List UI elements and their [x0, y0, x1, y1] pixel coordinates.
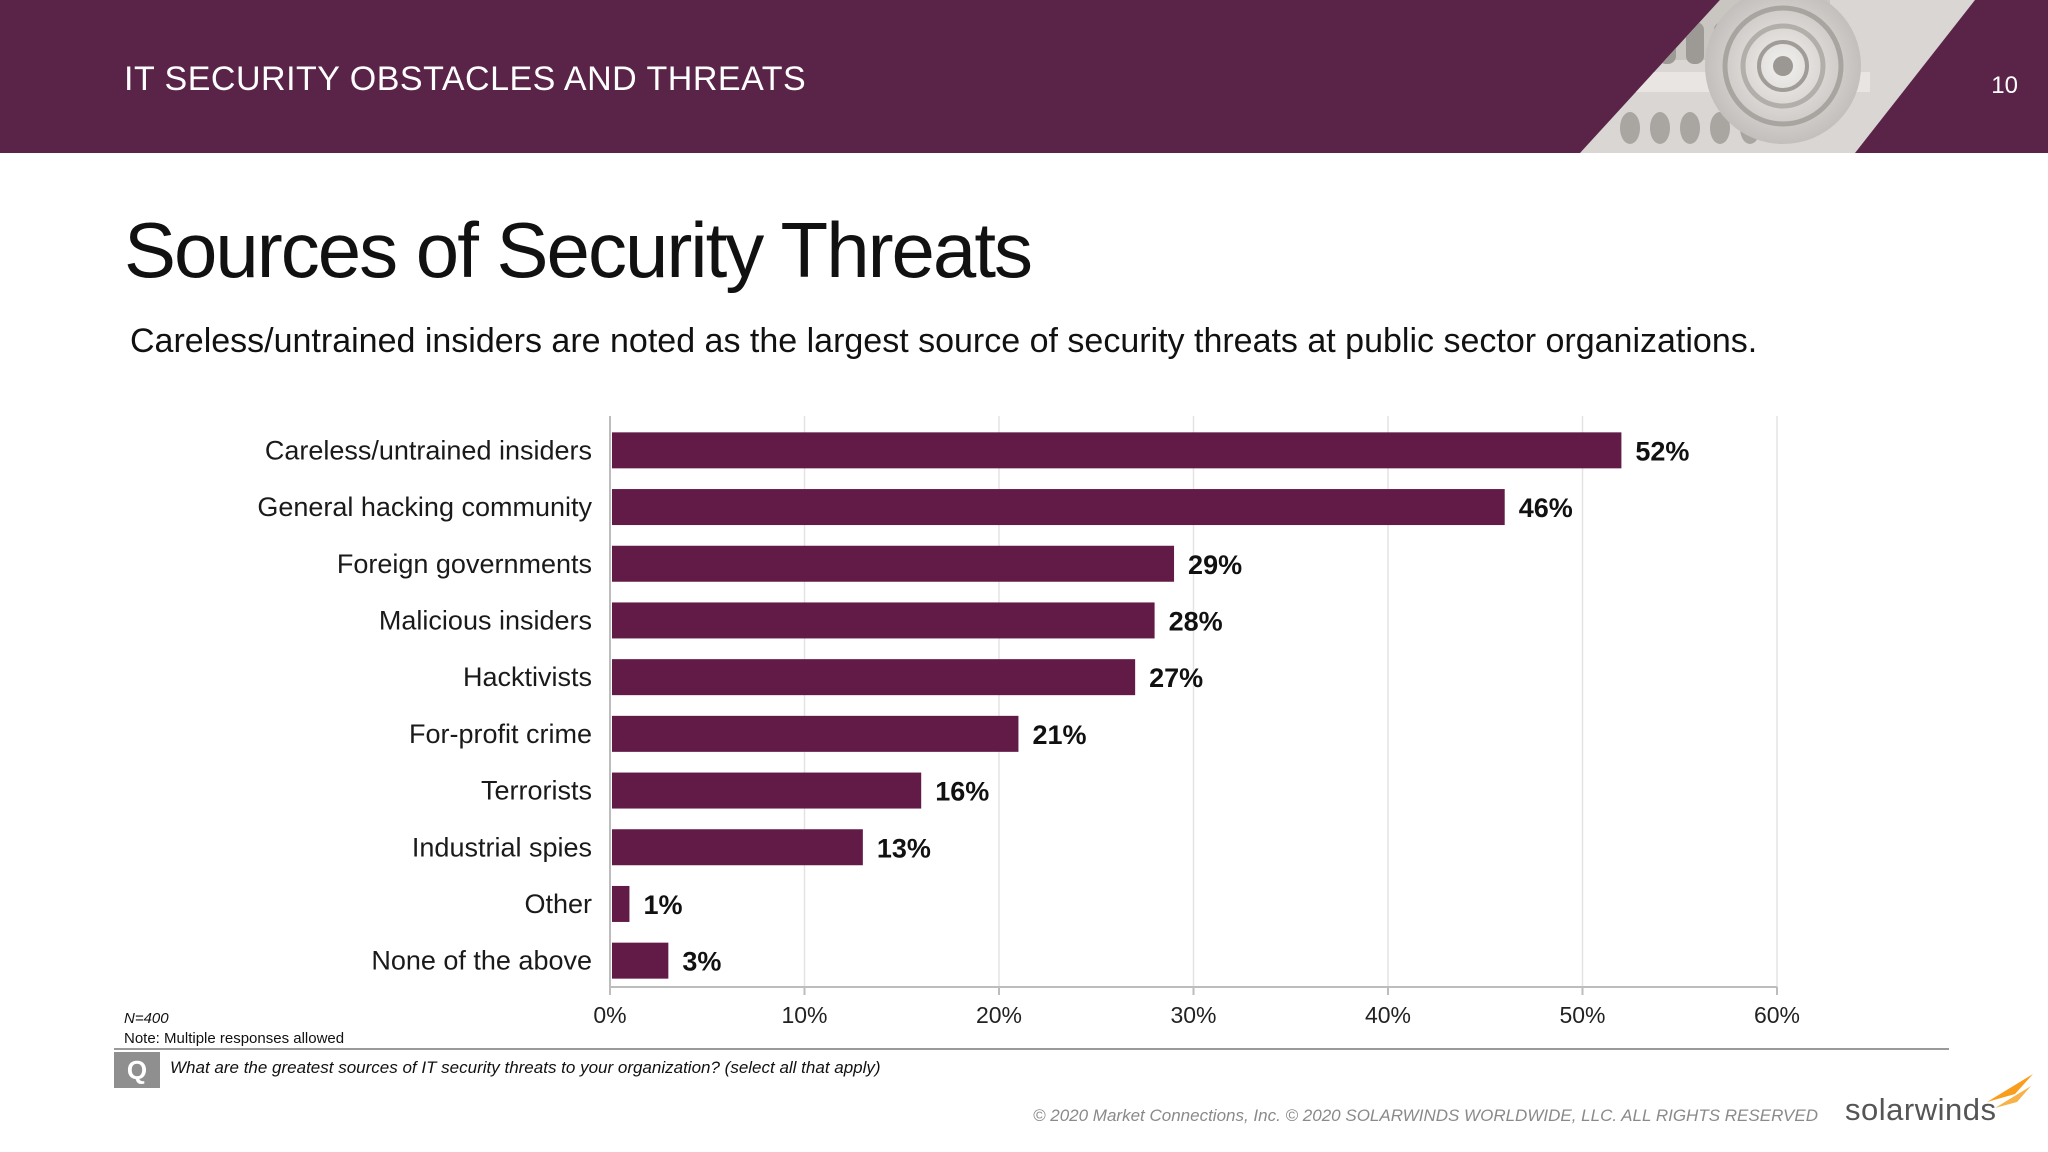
- x-tick-label: 10%: [781, 1002, 827, 1028]
- survey-question: What are the greatest sources of IT secu…: [170, 1058, 881, 1077]
- copyright-notice: © 2020 Market Connections, Inc. © 2020 S…: [1033, 1106, 1818, 1125]
- category-label: Hacktivists: [463, 662, 592, 692]
- category-label: None of the above: [371, 946, 592, 976]
- multiple-responses-note: Note: Multiple responses allowed: [124, 1030, 345, 1047]
- bar: [612, 942, 669, 979]
- bar: [612, 602, 1155, 639]
- data-label: 46%: [1519, 493, 1573, 523]
- x-tick-label: 30%: [1170, 1002, 1216, 1028]
- header-banner: IT SECURITY OBSTACLES AND THREATS: [0, 0, 2048, 153]
- bar: [612, 829, 863, 866]
- slide-subtitle: Careless/untrained insiders are noted as…: [130, 322, 1758, 360]
- x-tick-label: 60%: [1754, 1002, 1800, 1028]
- bar: [612, 772, 922, 809]
- bar: [612, 659, 1136, 696]
- question-icon: Q: [114, 1052, 160, 1088]
- column-capital-image: [1580, 0, 1975, 153]
- data-label: 16%: [935, 777, 989, 807]
- x-tick-label: 20%: [976, 1002, 1022, 1028]
- bar: [612, 489, 1505, 526]
- category-label: Malicious insiders: [379, 605, 592, 635]
- category-label: For-profit crime: [409, 719, 592, 749]
- solarwinds-logo: solarwinds: [1845, 1074, 2033, 1132]
- x-tick-label: 40%: [1365, 1002, 1411, 1028]
- data-label: 29%: [1188, 550, 1242, 580]
- data-label: 21%: [1032, 720, 1086, 750]
- section-title: IT SECURITY OBSTACLES AND THREATS: [124, 60, 807, 98]
- x-tick-label: 0%: [593, 1002, 626, 1028]
- bar: [612, 432, 1622, 469]
- data-label: 52%: [1635, 436, 1689, 466]
- data-label: 28%: [1169, 606, 1223, 636]
- data-label: 27%: [1149, 663, 1203, 693]
- data-label: 1%: [643, 890, 682, 920]
- page-number: 10: [1991, 72, 2018, 99]
- category-label: Terrorists: [481, 776, 592, 806]
- bar: [612, 885, 630, 922]
- sample-size-note: N=400: [124, 1010, 169, 1027]
- category-label: Other: [524, 889, 592, 919]
- logo-text: solarwinds: [1845, 1092, 1997, 1127]
- category-label: General hacking community: [257, 492, 592, 522]
- data-label: 13%: [877, 833, 931, 863]
- x-tick-label: 50%: [1559, 1002, 1605, 1028]
- category-label: Foreign governments: [337, 549, 592, 579]
- slide-title: Sources of Security Threats: [124, 206, 1033, 294]
- category-label: Industrial spies: [412, 832, 592, 862]
- bar: [612, 545, 1175, 582]
- solarwinds-bird-icon: [1987, 1074, 2033, 1108]
- bar: [612, 715, 1019, 752]
- footer-divider: [114, 1048, 1949, 1050]
- horizontal-bar-chart: 0% 10% 20% 30% 40% 50% 60% Careless/untrained i…: [257, 416, 1800, 1028]
- category-label: Careless/untrained insiders: [265, 435, 592, 465]
- data-label: 3%: [682, 947, 721, 977]
